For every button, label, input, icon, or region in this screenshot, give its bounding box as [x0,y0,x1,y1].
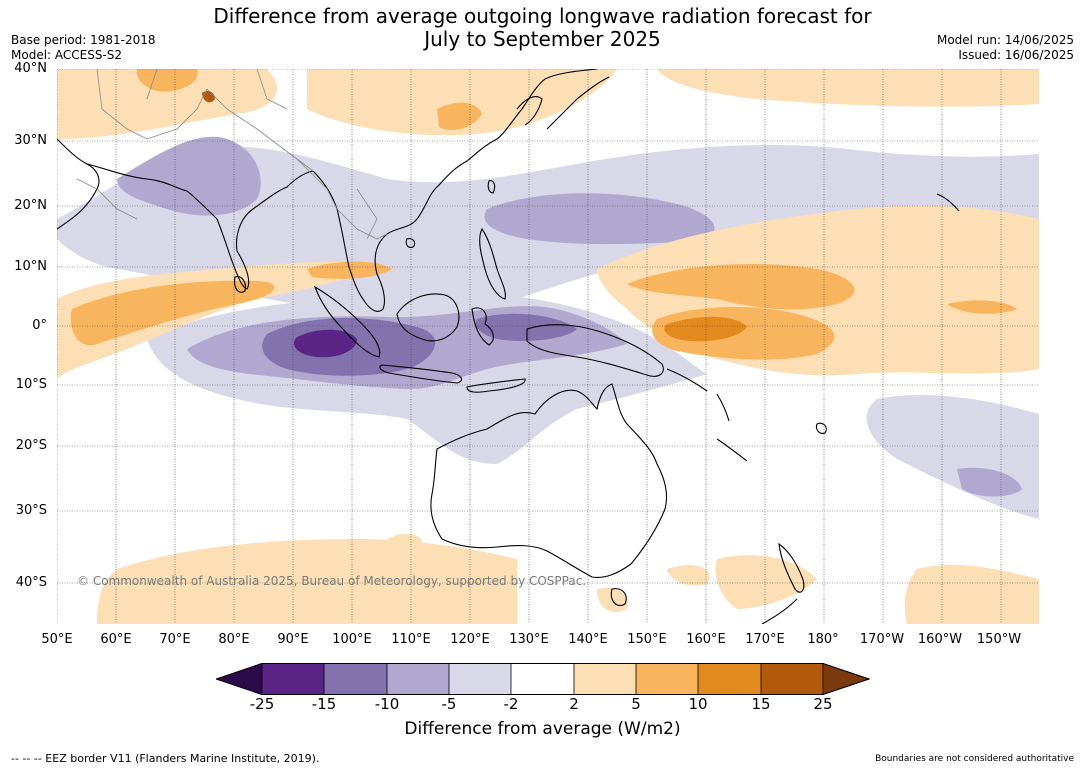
coast-hainan [405,238,416,248]
lon-label-130e: 130°E [509,632,549,647]
cbar-seg-m15-m10 [324,663,387,695]
lon-label-100e: 100°E [332,632,372,647]
cbar-tick-4: -2 [503,695,519,713]
cbar-dividers [261,663,824,695]
coast-newcaledonia [716,438,748,462]
cbar-seg-p10-p15 [698,663,761,695]
lat-label-30s: 30°S [15,503,47,518]
cbar-tick-6: 5 [631,695,641,713]
lon-label-110e: 110°E [391,632,431,647]
lon-label-140e: 140°E [568,632,608,647]
forecast-map: © Commonwealth of Australia 2025, Bureau… [57,69,1039,624]
lat-label-0: 0° [32,318,47,333]
coast-tasmania [610,588,627,607]
coastlines [57,69,960,624]
lon-label-90e: 90°E [277,632,309,647]
cbar-seg-m5-m2 [449,663,511,695]
lon-label-160w: 160°W [917,632,963,647]
map-title: Difference from average outgoing longwav… [0,5,1085,51]
lon-label-80e: 80°E [218,632,250,647]
issued-date: Issued: 16/06/2025 [958,48,1074,62]
anomaly-p5-10 [70,69,1017,360]
base-period: Base period: 1981-2018 [11,33,156,47]
lon-label-120e: 120°E [450,632,490,647]
cbar-tick-0: -25 [249,695,275,713]
lon-label-150w: 150°W [976,632,1022,647]
cbar-under [216,663,262,695]
coast-hawaii [936,193,960,212]
cbar-tick-7: 10 [688,695,708,713]
coast-korea-japan [516,76,610,130]
cbar-tick-3: -5 [441,695,457,713]
coast-srilanka [234,276,246,293]
lon-label-170e: 170°E [745,632,785,647]
meta-left: Base period: 1981-2018 Model: ACCESS-S2 [11,33,156,63]
copyright-notice: © Commonwealth of Australia 2025, Bureau… [77,574,586,588]
title-line-1: Difference from average outgoing longwav… [213,4,872,28]
cbar-tick-5: 2 [569,695,579,713]
lat-label-40n: 40°N [14,61,47,76]
cbar-tick-2: -10 [374,695,400,713]
lon-label-50e: 50°E [41,632,73,647]
meta-right: Model run: 14/06/2025 Issued: 16/06/2025 [937,33,1074,63]
coast-sumatra [313,285,381,358]
model-name: Model: ACCESS-S2 [11,48,123,62]
cbar-seg-m2-p2 [511,663,574,695]
cbar-seg-m25-m15 [262,663,324,695]
anomaly-m25-15 [293,329,357,358]
cbar-tick-8: 15 [751,695,771,713]
cbar-over [823,663,870,695]
coast-solomon [666,368,708,392]
lon-label-70e: 70°E [159,632,191,647]
lat-label-10n: 10°N [14,259,47,274]
cbar-seg-m10-m5 [387,663,449,695]
lat-label-30n: 30°N [14,133,47,148]
lon-label-60e: 60°E [100,632,132,647]
eez-border-note: -- -- -- EEZ border V11 (Flanders Marine… [11,752,320,765]
boundaries-disclaimer: Boundaries are not considered authoritat… [875,754,1074,764]
coast-java [379,364,463,384]
cbar-seg-p2-p5 [574,663,636,695]
graticule [57,69,1039,624]
coast-borneo [396,293,460,342]
coast-nz [761,542,805,624]
cbar-tick-9: 25 [813,695,833,713]
colorbar [216,663,870,695]
lon-label-170w: 170°W [859,632,905,647]
coast-sulawesi [471,307,494,346]
lon-label-180: 180° [807,632,839,647]
colorbar-label: Difference from average (W/m2) [404,719,681,739]
lat-label-20n: 20°N [14,198,47,213]
anomaly-p10-15 [664,316,747,342]
lon-label-150e: 150°E [627,632,667,647]
coast-india [57,138,314,290]
country-borders [76,69,388,240]
lat-label-20s: 20°S [15,438,47,453]
coast-australia [430,383,668,578]
cbar-seg-p15-p25 [761,663,823,695]
coast-taiwan [487,180,496,194]
coast-vanuatu [716,393,730,422]
cbar-tick-1: -15 [311,695,337,713]
coast-newguinea [526,324,664,377]
cbar-seg-p5-p10 [636,663,698,695]
coast-fiji [815,422,827,434]
lat-label-40s: 40°S [15,575,47,590]
lat-label-10s: 10°S [15,377,47,392]
coast-seasia [312,69,598,312]
lon-label-160e: 160°E [686,632,726,647]
title-line-2: July to September 2025 [424,27,661,51]
model-run: Model run: 14/06/2025 [936,33,1074,47]
coast-timor [466,378,526,393]
coast-philippines [479,227,506,300]
